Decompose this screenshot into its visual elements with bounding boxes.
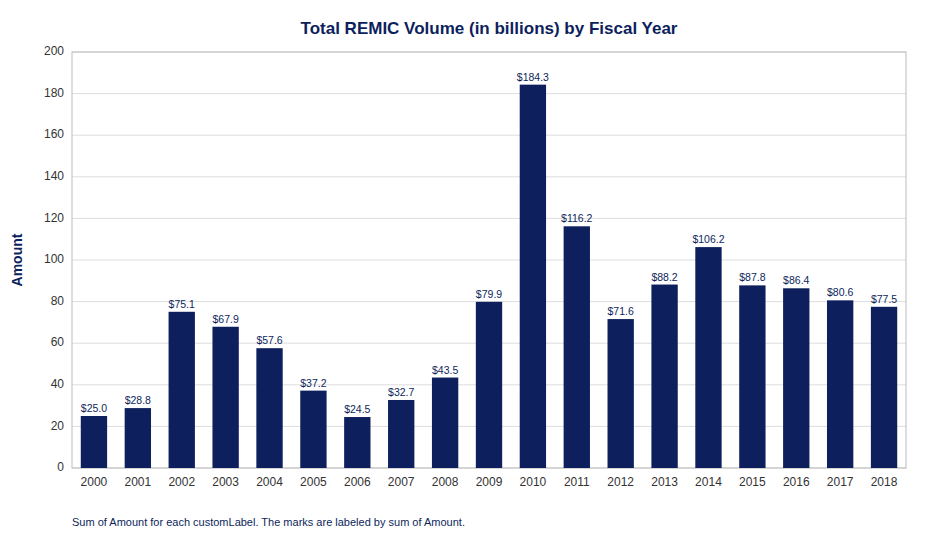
data-label: $184.3 <box>517 71 549 83</box>
data-label: $87.8 <box>739 271 765 283</box>
x-tick-label: 2016 <box>783 475 810 489</box>
data-label: $71.6 <box>608 305 634 317</box>
data-label: $37.2 <box>300 377 326 389</box>
bar <box>388 400 414 468</box>
data-label: $57.6 <box>256 334 282 346</box>
data-label: $28.8 <box>125 394 151 406</box>
y-tick-label: 120 <box>44 211 64 225</box>
y-tick-label: 180 <box>44 86 64 100</box>
x-tick-label: 2006 <box>344 475 371 489</box>
footnote: Sum of Amount for each customLabel. The … <box>72 516 465 528</box>
x-tick-label: 2012 <box>607 475 634 489</box>
grid-line <box>72 93 906 94</box>
bar <box>432 378 458 468</box>
x-tick-label: 2001 <box>124 475 151 489</box>
grid-line <box>72 135 906 136</box>
data-label: $80.6 <box>827 286 853 298</box>
y-ticks: 0 20 40 60 80 100 120 140 160 180 200 <box>44 44 64 474</box>
plot-frame <box>72 52 906 468</box>
data-label: $24.5 <box>344 403 370 415</box>
y-tick-label: 80 <box>51 294 65 308</box>
y-axis-label: Amount <box>9 233 25 286</box>
bar <box>169 312 195 468</box>
grid-line <box>72 260 906 261</box>
bar <box>520 85 546 468</box>
bar <box>783 288 809 468</box>
bar <box>564 226 590 468</box>
data-label: $67.9 <box>212 313 238 325</box>
y-tick-label: 0 <box>57 460 64 474</box>
bar <box>300 391 326 468</box>
y-tick-label: 60 <box>51 335 65 349</box>
x-tick-label: 2003 <box>212 475 239 489</box>
bars <box>81 85 897 468</box>
y-tick-label: 20 <box>51 419 65 433</box>
x-tick-label: 2017 <box>827 475 854 489</box>
x-ticks: 2000 2001 2002 2003 2004 2005 2006 2007 2008 2009… <box>81 475 898 489</box>
data-label: $86.4 <box>783 274 809 286</box>
data-label: $32.7 <box>388 386 414 398</box>
chart-container: 0 20 40 60 80 100 120 140 160 180 200 $25.0 $28.8 $75… <box>0 0 930 540</box>
x-tick-label: 2002 <box>168 475 195 489</box>
data-label: $77.5 <box>871 293 897 305</box>
x-tick-label: 2014 <box>695 475 722 489</box>
bar <box>212 327 238 468</box>
grid-line <box>72 218 906 219</box>
bar <box>125 408 151 468</box>
bar <box>81 416 107 468</box>
y-tick-label: 160 <box>44 127 64 141</box>
y-tick-label: 200 <box>44 44 64 58</box>
data-label: $25.0 <box>81 402 107 414</box>
grid-line <box>72 176 906 177</box>
bar <box>695 247 721 468</box>
bar <box>344 417 370 468</box>
x-tick-label: 2004 <box>256 475 283 489</box>
y-tick-label: 40 <box>51 377 65 391</box>
x-tick-label: 2007 <box>388 475 415 489</box>
x-tick-label: 2018 <box>871 475 898 489</box>
x-tick-label: 2010 <box>520 475 547 489</box>
bar <box>651 285 677 468</box>
y-tick-label: 140 <box>44 169 64 183</box>
bar <box>739 285 765 468</box>
bar <box>608 319 634 468</box>
title: Total REMIC Volume (in billions) by Fisc… <box>301 19 678 38</box>
x-tick-label: 2008 <box>432 475 459 489</box>
data-label: $79.9 <box>476 288 502 300</box>
bar <box>871 307 897 468</box>
x-tick-label: 2000 <box>81 475 108 489</box>
x-tick-label: 2015 <box>739 475 766 489</box>
bar <box>256 348 282 468</box>
data-labels: $25.0 $28.8 $75.1 $67.9 $57.6 $37.2 $24.5 $32.7… <box>81 71 898 415</box>
x-tick-label: 2013 <box>651 475 678 489</box>
data-label: $106.2 <box>692 233 724 245</box>
chart: 0 20 40 60 80 100 120 140 160 180 200 $25.0 $28.8 $75… <box>0 0 930 540</box>
grid <box>72 52 906 468</box>
bar <box>476 302 502 468</box>
y-tick-label: 100 <box>44 252 64 266</box>
bar <box>827 300 853 468</box>
x-tick-label: 2005 <box>300 475 327 489</box>
data-label: $43.5 <box>432 364 458 376</box>
x-tick-label: 2011 <box>564 475 590 489</box>
x-tick-label: 2009 <box>476 475 503 489</box>
data-label: $88.2 <box>651 271 677 283</box>
data-label: $75.1 <box>169 298 195 310</box>
data-label: $116.2 <box>561 212 592 224</box>
